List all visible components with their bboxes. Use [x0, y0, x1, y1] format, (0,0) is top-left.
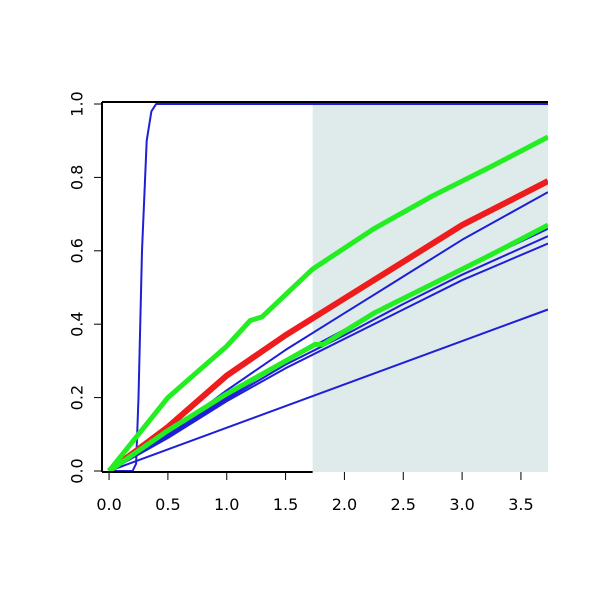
x-tick-label: 0.0: [96, 495, 121, 514]
x-tick-label: 2.5: [391, 495, 416, 514]
y-tick-label: 0.0: [68, 458, 87, 483]
x-tick-label: 0.5: [155, 495, 180, 514]
series-line: [107, 222, 548, 472]
x-tick-label: 3.5: [508, 495, 533, 514]
y-tick-label: 0.8: [68, 165, 87, 190]
series-line: [108, 235, 548, 472]
x-tick-label: 3.0: [449, 495, 474, 514]
series-line: [109, 103, 548, 472]
x-tick-label: 2.0: [332, 495, 357, 514]
series-line: [107, 178, 548, 472]
x-tick-label: 1.0: [214, 495, 239, 514]
x-tick-label: 1.5: [273, 495, 298, 514]
y-tick-label: 0.6: [68, 238, 87, 263]
series-line: [107, 134, 548, 472]
y-tick-label: 1.0: [68, 91, 87, 116]
y-tick-label: 0.4: [68, 311, 87, 336]
series-line: [108, 242, 548, 472]
series-line: [108, 308, 548, 472]
y-tick-label: 0.2: [68, 385, 87, 410]
plot-area: [107, 103, 548, 472]
